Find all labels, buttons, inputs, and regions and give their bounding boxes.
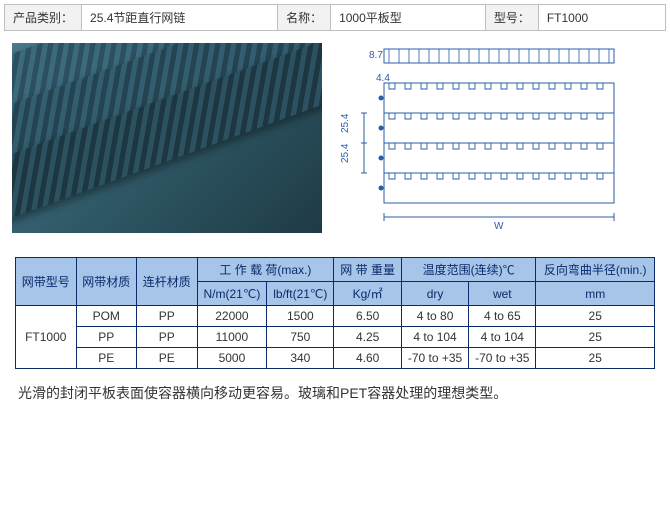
th-dry: dry (401, 282, 468, 306)
th-rod-material: 连杆材质 (137, 258, 198, 306)
model-value: FT1000 (539, 5, 665, 30)
figure-row: 8.7 (4, 39, 666, 237)
th-load: 工 作 载 荷(max.) (197, 258, 334, 282)
th-bend-u: mm (536, 282, 655, 306)
th-bend: 反向弯曲半径(min.) (536, 258, 655, 282)
dim-pitch1: 25.4 (340, 113, 351, 133)
th-weight: 网 带 重量 (334, 258, 402, 282)
table-row: PP PP 11000 750 4.25 4 to 104 4 to 104 2… (16, 327, 655, 348)
th-load-lbft: lb/ft(21℃) (267, 282, 334, 306)
th-belt-material: 网带材质 (76, 258, 137, 306)
dim-width: W (494, 221, 504, 232)
th-weight-u: Kg/㎡ (334, 282, 402, 306)
table-row: FT1000 POM PP 22000 1500 6.50 4 to 80 4 … (16, 306, 655, 327)
technical-drawing: 8.7 (334, 43, 634, 233)
description-text: 光滑的封闭平板表面使容器横向移动更容易。玻璃和PET容器处理的理想类型。 (4, 383, 666, 403)
product-photo (12, 43, 322, 233)
dim-top-height: 8.7 (369, 50, 383, 61)
table-row: PE PE 5000 340 4.60 -70 to +35 -70 to +3… (16, 348, 655, 369)
dim-pitch2: 25.4 (340, 143, 351, 163)
cell-model: FT1000 (16, 306, 77, 369)
th-temp: 温度范围(连续)℃ (401, 258, 536, 282)
model-label: 型号： (486, 5, 539, 30)
th-belt-model: 网带型号 (16, 258, 77, 306)
th-load-nm: N/m(21℃) (197, 282, 267, 306)
category-label: 产品类别： (5, 5, 82, 30)
name-value: 1000平板型 (331, 5, 486, 30)
dim-left-offset: 4.4 (376, 73, 390, 84)
th-wet: wet (469, 282, 536, 306)
name-label: 名称： (278, 5, 331, 30)
category-value: 25.4节距直行网链 (82, 5, 278, 30)
product-info-bar: 产品类别： 25.4节距直行网链 名称： 1000平板型 型号： FT1000 (4, 4, 666, 31)
spec-table: 网带型号 网带材质 连杆材质 工 作 载 荷(max.) 网 带 重量 温度范围… (15, 257, 655, 369)
